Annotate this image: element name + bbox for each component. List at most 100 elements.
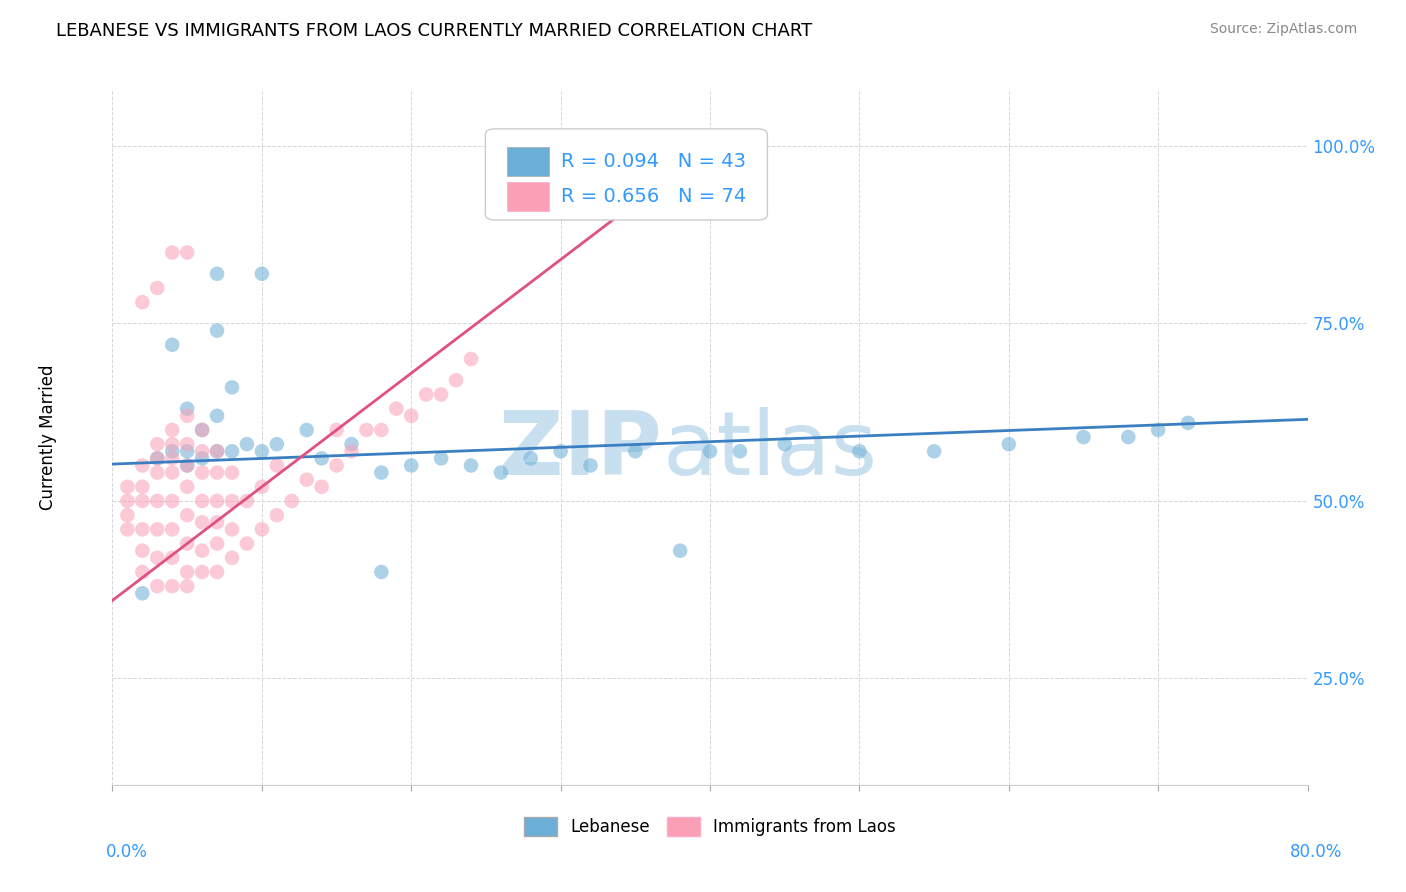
Point — [162, 423, 183, 437]
Point — [117, 494, 139, 508]
Text: R = 0.094   N = 43: R = 0.094 N = 43 — [561, 153, 745, 171]
Point — [460, 458, 482, 473]
Y-axis label: Currently Married: Currently Married — [39, 364, 56, 510]
Point — [176, 437, 198, 451]
Point — [191, 543, 214, 558]
Text: Source: ZipAtlas.com: Source: ZipAtlas.com — [1209, 22, 1357, 37]
Point — [117, 522, 139, 536]
Point — [236, 494, 259, 508]
Point — [131, 295, 153, 310]
Point — [131, 565, 153, 579]
Point — [848, 444, 870, 458]
Point — [117, 480, 139, 494]
Point — [311, 480, 333, 494]
Point — [162, 245, 183, 260]
Point — [221, 494, 243, 508]
Point — [624, 444, 647, 458]
Point — [1118, 430, 1140, 444]
Point — [176, 458, 198, 473]
Point — [191, 466, 214, 480]
Point — [117, 508, 139, 523]
Point — [146, 579, 169, 593]
Point — [191, 423, 214, 437]
Point — [162, 579, 183, 593]
Point — [221, 466, 243, 480]
Point — [131, 586, 153, 600]
Legend: Lebanese, Immigrants from Laos: Lebanese, Immigrants from Laos — [517, 810, 903, 843]
Point — [250, 480, 273, 494]
Point — [205, 536, 228, 550]
Point — [131, 543, 153, 558]
Point — [221, 380, 243, 394]
Point — [146, 437, 169, 451]
Point — [401, 458, 423, 473]
Point — [205, 324, 228, 338]
Point — [250, 522, 273, 536]
Point — [162, 437, 183, 451]
Point — [146, 281, 169, 295]
Point — [162, 494, 183, 508]
Point — [281, 494, 304, 508]
Point — [131, 494, 153, 508]
Point — [162, 451, 183, 466]
Point — [340, 437, 363, 451]
Point — [221, 522, 243, 536]
Point — [325, 423, 347, 437]
Point — [385, 401, 408, 416]
Point — [205, 565, 228, 579]
Point — [176, 508, 198, 523]
Point — [370, 466, 392, 480]
Point — [131, 480, 153, 494]
Point — [669, 543, 692, 558]
Point — [176, 536, 198, 550]
Point — [773, 437, 796, 451]
Point — [266, 437, 288, 451]
Point — [146, 550, 169, 565]
Point — [266, 458, 288, 473]
Point — [162, 550, 183, 565]
Point — [415, 387, 437, 401]
Point — [205, 444, 228, 458]
Text: R = 0.656   N = 74: R = 0.656 N = 74 — [561, 186, 747, 206]
Point — [205, 267, 228, 281]
Point — [250, 267, 273, 281]
Point — [550, 444, 572, 458]
Point — [699, 444, 721, 458]
Point — [176, 444, 198, 458]
Point — [1177, 416, 1199, 430]
Point — [236, 437, 259, 451]
Point — [191, 516, 214, 530]
Point — [176, 565, 198, 579]
Point — [176, 579, 198, 593]
Point — [444, 373, 467, 387]
Point — [176, 245, 198, 260]
Point — [176, 458, 198, 473]
Point — [191, 451, 214, 466]
Point — [250, 444, 273, 458]
Point — [162, 522, 183, 536]
Point — [340, 444, 363, 458]
Point — [430, 451, 453, 466]
Point — [236, 536, 259, 550]
Point — [998, 437, 1021, 451]
Point — [325, 458, 347, 473]
Point — [162, 466, 183, 480]
Text: 80.0%: 80.0% — [1291, 843, 1343, 861]
Point — [401, 409, 423, 423]
Point — [221, 444, 243, 458]
Point — [146, 466, 169, 480]
Point — [311, 451, 333, 466]
Bar — [508, 147, 548, 177]
Point — [146, 451, 169, 466]
Point — [205, 444, 228, 458]
Point — [191, 423, 214, 437]
Point — [146, 494, 169, 508]
Point — [520, 451, 543, 466]
Text: atlas: atlas — [662, 408, 877, 494]
Point — [162, 444, 183, 458]
Point — [205, 516, 228, 530]
Point — [370, 423, 392, 437]
Point — [266, 508, 288, 523]
Bar — [508, 182, 548, 211]
Point — [205, 494, 228, 508]
